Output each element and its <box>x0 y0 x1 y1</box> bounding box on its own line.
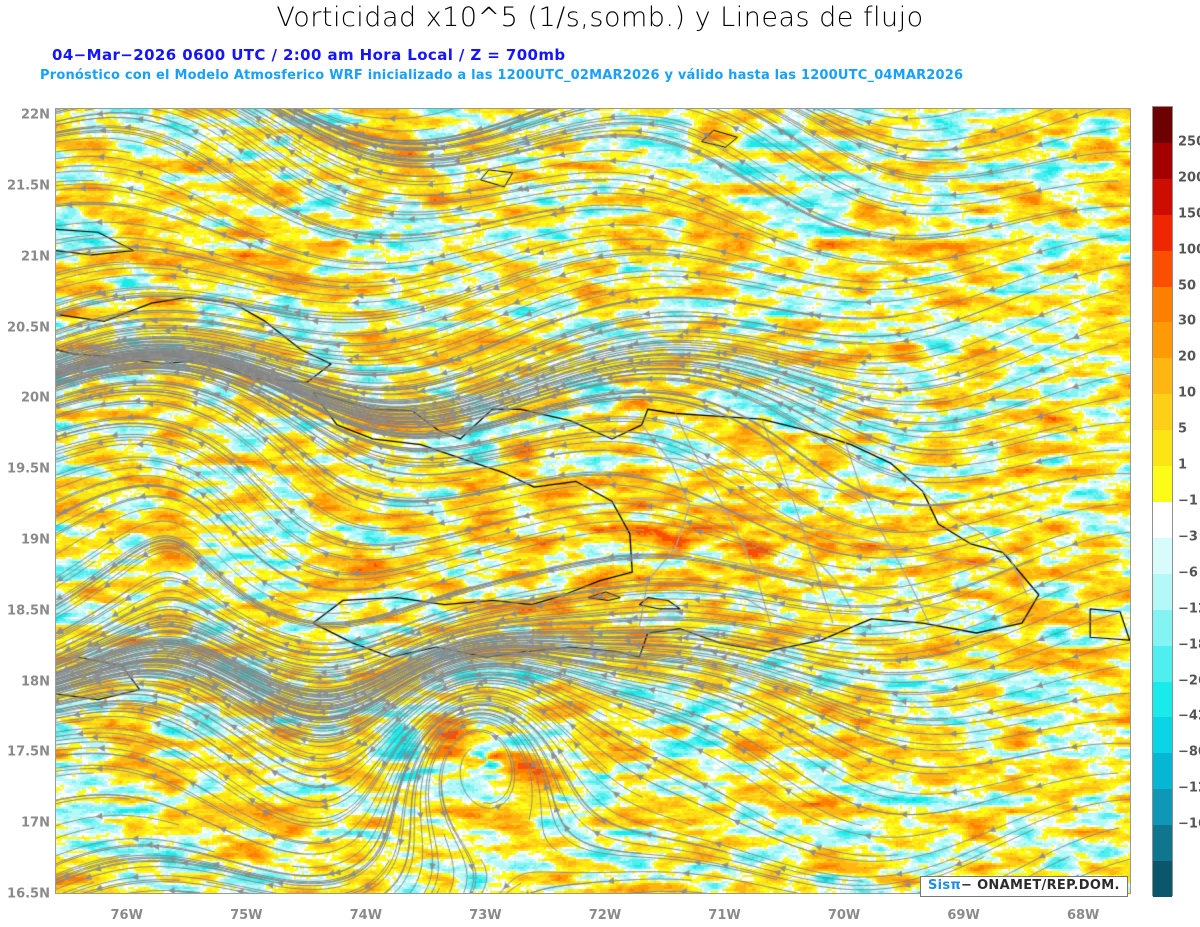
colorbar-tick-label: −120 <box>1178 780 1200 796</box>
colorbar-tick-label: 5 <box>1178 421 1188 437</box>
colorbar-tick-label: 250 <box>1178 134 1200 150</box>
colorbar-tick-label: −12 <box>1178 601 1200 617</box>
colorbar-tick-label: 200 <box>1178 170 1200 186</box>
colorbar-tick-label: 20 <box>1178 349 1197 365</box>
colorbar-band <box>1153 501 1172 538</box>
lat-tick-label: 19N <box>21 532 50 548</box>
lat-tick-label: 20.5N <box>7 320 50 335</box>
colorbar-band <box>1153 430 1172 467</box>
colorbar-band <box>1153 107 1172 143</box>
streamline-overlay-layer <box>56 109 1130 893</box>
colorbar-band <box>1153 358 1172 395</box>
lat-tick-label: 20N <box>21 390 50 406</box>
colorbar-band <box>1153 214 1172 251</box>
lat-tick-label: 19.5N <box>7 461 50 477</box>
lat-tick-label: 18.5N <box>7 603 50 619</box>
lon-tick-label: 69W <box>947 908 980 923</box>
colorbar-tick-label: −26 <box>1178 673 1200 689</box>
colorbar-band <box>1153 394 1172 431</box>
colorbar-band <box>1153 789 1172 826</box>
source-watermark: Sisπ− ONAMET/REP.DOM. <box>920 876 1128 897</box>
colorbar-tick-label: −1 <box>1178 493 1198 509</box>
lat-tick-label: 22N <box>21 107 50 123</box>
colorbar-band <box>1153 609 1172 646</box>
colorbar-band <box>1153 537 1172 574</box>
lon-tick-label: 70W <box>827 908 861 923</box>
colorbar-tick-label: 30 <box>1178 313 1197 329</box>
colorbar-tick-label: −42 <box>1178 708 1200 724</box>
colorbar-band <box>1153 825 1172 862</box>
colorbar-band <box>1153 466 1172 502</box>
chart-header: Vorticidad x10^5 (1/s,somb.) y Lineas de… <box>0 0 1200 100</box>
colorbar-tick-label: 10 <box>1178 385 1197 401</box>
lon-tick-label: 71W <box>708 908 741 923</box>
colorbar-tick-label: −3 <box>1178 529 1198 545</box>
colorbar-band <box>1153 753 1172 790</box>
colorbar-tick-label: −160 <box>1178 816 1200 832</box>
colorbar-band <box>1153 250 1172 287</box>
lon-tick-label: 75W <box>230 908 263 923</box>
lat-tick-label: 21.5N <box>7 178 50 194</box>
lon-tick-label: 68W <box>1066 908 1100 923</box>
lon-tick-label: 72W <box>588 908 622 923</box>
colorbar-band <box>1153 322 1172 359</box>
colorbar-band <box>1153 861 1172 897</box>
colorbar-tick-label: −18 <box>1178 637 1200 653</box>
chart-subtitle-model-info: Pronóstico con el Modelo Atmosferico WRF… <box>40 68 964 83</box>
colorbar-band <box>1153 142 1172 179</box>
lon-tick-label: 74W <box>349 908 383 923</box>
map-plot-area <box>55 108 1131 894</box>
colorbar-band <box>1153 573 1172 610</box>
watermark-text: − ONAMET/REP.DOM. <box>961 878 1120 893</box>
lat-tick-label: 18N <box>21 674 50 690</box>
chart-subtitle-valid-time: 04−Mar−2026 0600 UTC / 2:00 am Hora Loca… <box>52 46 566 64</box>
colorbar-band <box>1153 681 1172 718</box>
lat-tick-label: 17.5N <box>7 744 50 760</box>
colorbar-tick-label: 150 <box>1178 206 1200 222</box>
lon-tick-label: 73W <box>469 908 502 923</box>
lat-tick-label: 17N <box>21 815 50 831</box>
colorbar-band <box>1153 645 1172 682</box>
lat-tick-label: 21N <box>21 249 50 265</box>
colorbar-tick-label: −6 <box>1178 565 1198 581</box>
colorbar-band <box>1153 717 1172 754</box>
colorbar-tick-label: 50 <box>1178 278 1197 294</box>
colorbar-tick-label: −80 <box>1178 744 1200 760</box>
colorbar <box>1152 106 1173 897</box>
page-title: Vorticidad x10^5 (1/s,somb.) y Lineas de… <box>276 2 924 33</box>
colorbar-tick-label: 1 <box>1178 457 1188 473</box>
watermark-brand: Sisπ <box>928 878 962 893</box>
colorbar-band <box>1153 178 1172 215</box>
lat-tick-label: 16.5N <box>7 886 50 902</box>
lon-tick-label: 76W <box>110 908 143 923</box>
colorbar-tick-label: 100 <box>1178 242 1200 258</box>
colorbar-band <box>1153 286 1172 323</box>
